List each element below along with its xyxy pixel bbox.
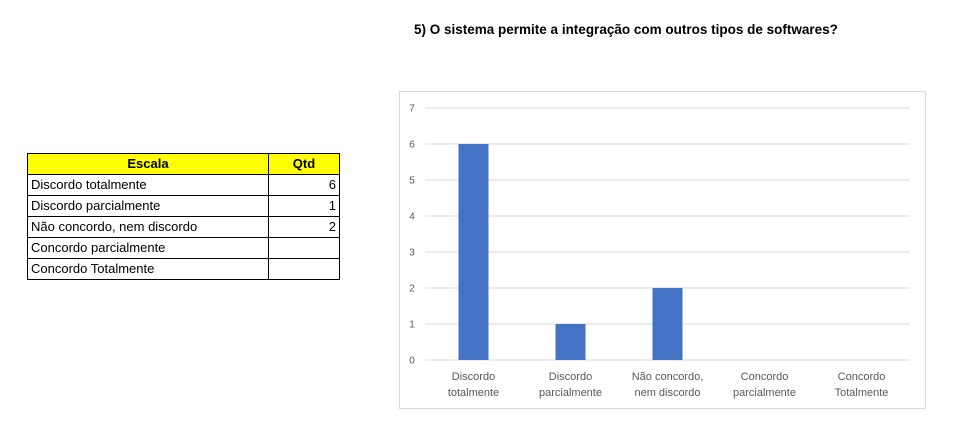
y-tick-label: 6 <box>409 140 415 151</box>
table-row: Concordo parcialmente <box>27 237 340 259</box>
bar <box>652 288 683 360</box>
chart-area: 0 1 2 3 4 5 6 7 Discordo totalmente Discordo parcia… <box>399 91 926 409</box>
header-qtd: Qtd <box>268 153 340 175</box>
bar-chart: 0 1 2 3 4 5 6 7 Discordo totalmente Discordo parcia… <box>409 104 910 399</box>
cell-qtd <box>268 237 340 259</box>
bar <box>555 324 586 360</box>
table-row: Não concordo, nem discordo 2 <box>27 216 340 238</box>
y-tick-label: 0 <box>409 356 415 367</box>
cell-escala: Concordo parcialmente <box>27 237 269 259</box>
cell-escala: Concordo Totalmente <box>27 258 269 280</box>
y-tick-label: 4 <box>409 212 415 223</box>
x-category-label: Não concordo, nem discordo <box>632 371 704 399</box>
table-row: Concordo Totalmente <box>27 258 340 280</box>
y-tick-label: 1 <box>409 320 415 331</box>
cell-qtd: 1 <box>268 195 340 217</box>
x-category-label: Discordo parcialmente <box>539 371 602 399</box>
cell-escala: Não concordo, nem discordo <box>27 216 269 238</box>
y-tick-label: 7 <box>409 104 415 115</box>
x-category-label: Concordo Totalmente <box>835 371 889 399</box>
x-category-label: Discordo totalmente <box>448 371 499 399</box>
bar <box>458 144 489 360</box>
cell-escala: Discordo totalmente <box>27 174 269 196</box>
y-tick-label: 5 <box>409 176 415 187</box>
scale-table: Escala Qtd Discordo totalmente 6 Discord… <box>27 153 340 280</box>
x-category-label: Concordo parcialmente <box>733 371 796 399</box>
cell-qtd <box>268 258 340 280</box>
table-row: Discordo parcialmente 1 <box>27 195 340 217</box>
question-title: 5) O sistema permite a integração com ou… <box>414 22 838 37</box>
cell-qtd: 2 <box>268 216 340 238</box>
y-tick-label: 3 <box>409 248 415 259</box>
cell-qtd: 6 <box>268 174 340 196</box>
header-escala: Escala <box>27 153 269 175</box>
cell-escala: Discordo parcialmente <box>27 195 269 217</box>
y-tick-label: 2 <box>409 284 415 295</box>
table-header-row: Escala Qtd <box>27 153 340 175</box>
table-row: Discordo totalmente 6 <box>27 174 340 196</box>
